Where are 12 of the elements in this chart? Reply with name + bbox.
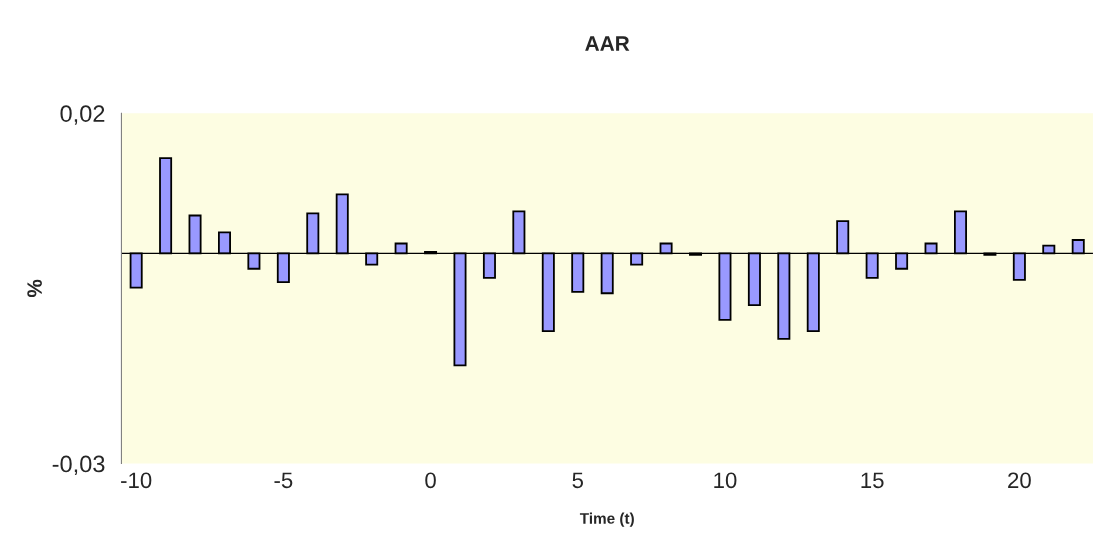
x-tick-label: 0 [425, 472, 436, 489]
x-tick-label: 15 [861, 472, 884, 489]
x-tick-label: -5 [274, 472, 293, 489]
x-tick-label: 5 [572, 472, 584, 489]
y-axis-title: % [27, 279, 42, 298]
x-tick-label: 10 [714, 472, 737, 489]
x-tick-label: -10 [121, 472, 152, 489]
x-axis-title: Time (t) [579, 512, 634, 527]
y-tick-label: 0,02 [60, 105, 105, 125]
y-tick-label: -0,03 [52, 455, 105, 476]
x-tick-label: 20 [1008, 472, 1031, 489]
chart-title: AAR [585, 36, 630, 51]
